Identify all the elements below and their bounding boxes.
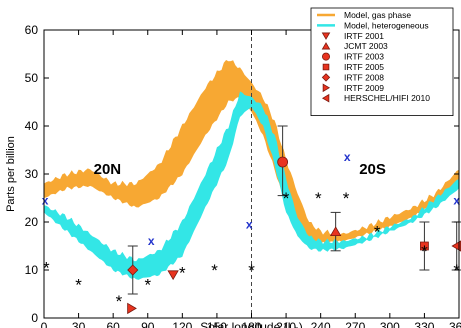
star-point: * [248, 261, 255, 280]
x-tick-label: 210 [276, 320, 296, 328]
star-point: * [343, 189, 350, 208]
marker-irtf-2008 [127, 264, 139, 276]
y-tick-label: 20 [25, 215, 39, 229]
legend-label: IRTF 2005 [344, 62, 384, 72]
x-point: x [453, 193, 460, 207]
x-tick-label: 240 [311, 320, 331, 328]
marker-irtf-2003 [277, 156, 289, 168]
y-tick-label: 40 [25, 119, 39, 133]
legend-label: IRTF 2001 [344, 31, 384, 41]
marker-jcmt-2003 [329, 226, 342, 236]
legend-marker [322, 63, 330, 71]
y-tick-label: 60 [25, 23, 39, 37]
star-point: * [179, 263, 186, 282]
x-tick-label: 150 [207, 320, 227, 328]
annotation-20s: 20S [359, 161, 386, 178]
star-point: * [421, 242, 428, 261]
y-tick-label: 50 [25, 71, 39, 85]
x-tick-label: 60 [106, 320, 120, 328]
marker-irtf-2009 [127, 302, 137, 315]
band-gas-phase [44, 60, 459, 245]
x-tick-label: 330 [414, 320, 434, 328]
legend-label: IRTF 2003 [344, 52, 384, 62]
x-tick-label: 30 [72, 320, 86, 328]
legend-label: IRTF 2009 [344, 83, 384, 93]
legend-marker [321, 32, 331, 40]
star-point: * [211, 261, 218, 280]
star-point: * [144, 275, 151, 294]
star-point: * [116, 292, 123, 311]
legend-label: IRTF 2008 [344, 72, 384, 82]
legend-label: Model, gas phase [344, 10, 411, 20]
star-point: * [315, 189, 322, 208]
star-point: * [283, 189, 290, 208]
x-tick-label: 0 [41, 320, 48, 328]
legend-label: Model, heterogeneous [344, 20, 429, 30]
marker-irtf-2005 [420, 241, 429, 251]
star-point: * [374, 223, 381, 242]
y-tick-label: 10 [25, 263, 39, 277]
annotations: 20N 20S [94, 161, 386, 178]
x-tick-label: 180 [241, 320, 261, 328]
x-tick-label: 90 [141, 320, 155, 328]
legend-label: HERSCHEL/HIFI 2010 [344, 93, 430, 103]
y-axis-label: Parts per billion [5, 136, 17, 212]
x-tick-label: 300 [380, 320, 400, 328]
axes: 0 30 60 90 120 150 180 210 240 270 300 330 360 0 10 20 3… [5, 23, 461, 328]
marker-irtf-2001 [167, 270, 179, 281]
x-point: x [246, 217, 253, 231]
legend-marker [321, 93, 330, 103]
model-bands [44, 60, 459, 280]
y-tick-label: 0 [31, 311, 38, 325]
x-tick-label: 120 [172, 320, 192, 328]
legend-marker [322, 83, 331, 93]
legend-marker [321, 73, 331, 82]
x-point: x [148, 234, 155, 248]
legend-label: JCMT 2003 [344, 41, 388, 51]
annotation-20n: 20N [94, 161, 122, 178]
y-tick-label: 30 [25, 167, 39, 181]
x-point: x [344, 150, 351, 164]
legend-marker [321, 52, 330, 61]
legend-marker [321, 42, 331, 50]
star-point: * [75, 275, 82, 294]
x-tick-label: 270 [345, 320, 365, 328]
star-point: * [43, 259, 50, 278]
x-point: x [42, 193, 49, 207]
x-axis-label: Solar longitude (Lₛ) [200, 320, 303, 328]
x-tick-label: 360 [449, 320, 461, 328]
